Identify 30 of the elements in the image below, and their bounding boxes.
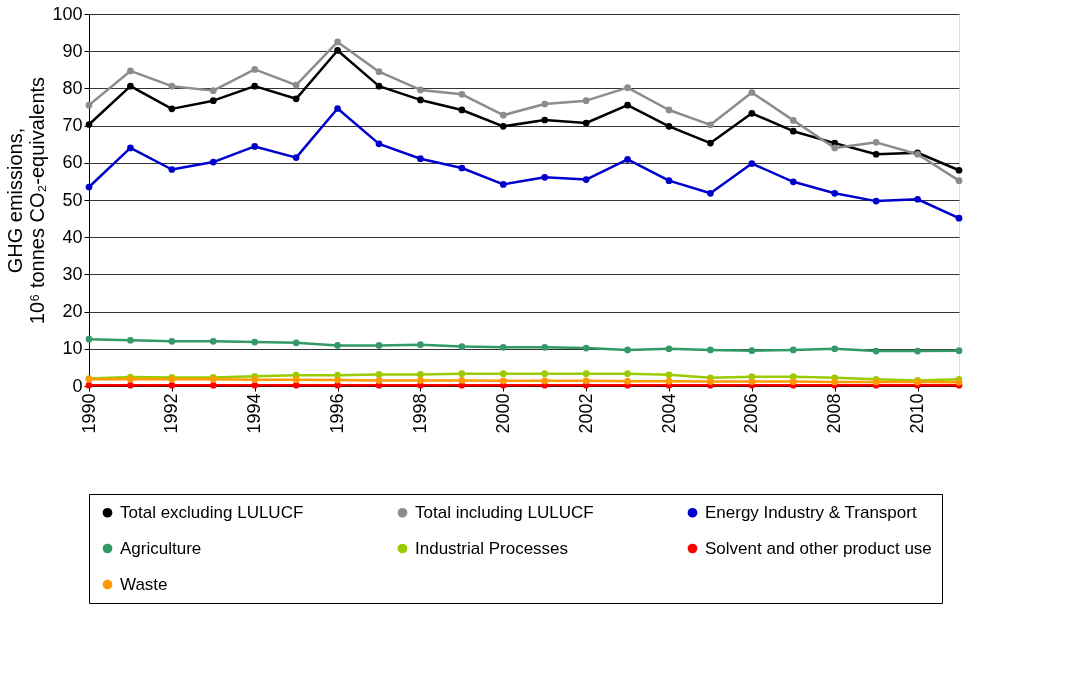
y-tick-label: 90 [62, 40, 83, 61]
x-tick-label: 1990 [78, 393, 99, 434]
y-tick-label: 70 [62, 115, 83, 136]
x-tick-label: 2002 [575, 393, 596, 434]
y-tick-label: 50 [62, 189, 83, 210]
legend-label: Industrial Processes [415, 538, 569, 558]
x-tick-label: 2004 [658, 393, 679, 434]
x-tick-label: 2006 [741, 393, 762, 434]
y-axis-title: GHG emissions, 10⁶ tonnes CO₂-equivalents [4, 76, 49, 325]
y-tick-label: 60 [62, 152, 83, 173]
y-tick-label: 40 [62, 226, 83, 247]
x-tick-label: 1994 [244, 393, 265, 434]
y-tick-label: 20 [62, 301, 83, 322]
y-tick-label: 30 [62, 263, 83, 284]
legend-label: Total excluding LULUCF [120, 502, 304, 522]
y-tick-label: 0 [72, 375, 83, 396]
legend-label: Agriculture [120, 538, 202, 558]
legend-label: Total including LULUCF [415, 502, 594, 522]
x-tick-label: 2008 [824, 393, 845, 434]
x-tick-label: 2010 [907, 393, 928, 434]
legend-label: Energy Industry & Transport [705, 502, 917, 522]
y-tick-label: 80 [62, 77, 83, 98]
legend-label: Waste [120, 574, 168, 594]
y-tick-label: 100 [52, 3, 83, 24]
x-tick-label: 1996 [327, 393, 348, 434]
x-tick-label: 1998 [409, 393, 430, 434]
x-tick-label: 1992 [161, 393, 182, 434]
x-tick-label: 2000 [492, 393, 513, 434]
legend-label: Solvent and other product use [705, 538, 932, 558]
y-tick-label: 10 [62, 338, 83, 359]
